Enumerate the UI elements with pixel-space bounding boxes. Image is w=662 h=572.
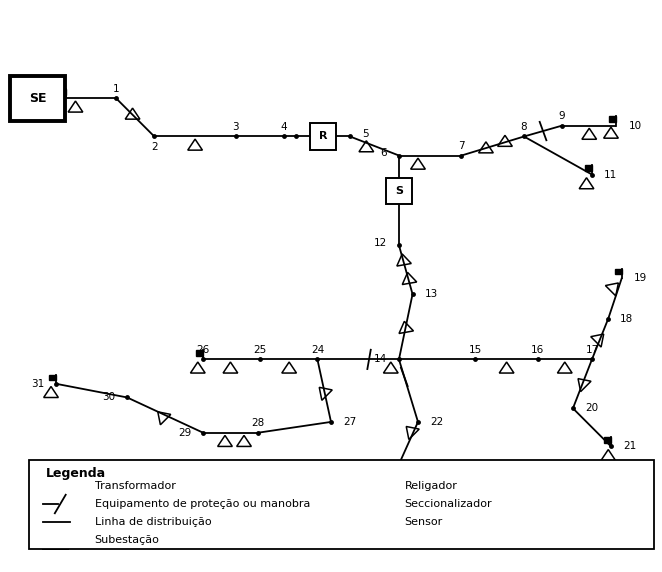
Text: 11: 11 — [604, 169, 617, 180]
Polygon shape — [585, 165, 592, 171]
Text: 19: 19 — [634, 273, 647, 283]
Bar — [369, 494, 391, 514]
Text: S: S — [376, 499, 384, 509]
Polygon shape — [196, 350, 203, 356]
Text: 21: 21 — [623, 442, 636, 451]
Bar — [386, 178, 412, 204]
Text: 28: 28 — [251, 418, 264, 428]
Text: 29: 29 — [178, 428, 191, 438]
Text: Transformador: Transformador — [95, 481, 175, 491]
Bar — [43, 530, 67, 550]
Text: 22: 22 — [430, 417, 443, 427]
Bar — [310, 124, 336, 149]
Text: Legenda: Legenda — [46, 467, 106, 480]
Text: S: S — [395, 186, 403, 196]
Text: 1: 1 — [113, 84, 120, 94]
Polygon shape — [615, 269, 622, 274]
Text: 26: 26 — [197, 344, 210, 355]
Text: 12: 12 — [374, 237, 387, 248]
Text: 30: 30 — [102, 392, 115, 403]
Text: 2: 2 — [151, 142, 158, 152]
Polygon shape — [49, 375, 56, 380]
Text: Sensor: Sensor — [404, 517, 443, 527]
Text: Linha de distribuição: Linha de distribuição — [95, 517, 211, 527]
Bar — [369, 476, 391, 496]
Polygon shape — [58, 89, 66, 95]
Text: 6: 6 — [381, 148, 387, 158]
Text: 17: 17 — [585, 344, 598, 355]
Text: Equipamento de proteção ou manobra: Equipamento de proteção ou manobra — [95, 499, 310, 509]
Text: SE: SE — [47, 535, 63, 545]
Polygon shape — [387, 467, 393, 472]
Text: 13: 13 — [424, 289, 438, 299]
Text: 23: 23 — [368, 471, 381, 481]
Text: 27: 27 — [343, 417, 356, 427]
Text: 31: 31 — [31, 379, 44, 389]
Text: 7: 7 — [458, 141, 465, 151]
Text: 18: 18 — [620, 313, 634, 324]
Text: 8: 8 — [521, 122, 528, 132]
Text: 20: 20 — [585, 403, 598, 414]
Text: Subestação: Subestação — [95, 535, 160, 545]
Text: R: R — [375, 481, 384, 491]
Polygon shape — [369, 518, 375, 523]
Polygon shape — [604, 437, 611, 443]
Text: 14: 14 — [374, 355, 387, 364]
Text: 25: 25 — [254, 344, 267, 355]
Text: 5: 5 — [362, 129, 369, 139]
Text: 24: 24 — [310, 344, 324, 355]
Text: 15: 15 — [469, 344, 482, 355]
Text: 9: 9 — [559, 111, 565, 121]
Text: 10: 10 — [628, 121, 641, 130]
Text: SE: SE — [28, 92, 46, 105]
Polygon shape — [609, 117, 616, 122]
Text: Seccionalizador: Seccionalizador — [404, 499, 492, 509]
Text: Religador: Religador — [404, 481, 457, 491]
Text: R: R — [318, 132, 327, 141]
Bar — [10, 76, 65, 121]
Text: 3: 3 — [232, 122, 239, 132]
Text: 4: 4 — [281, 122, 287, 132]
Text: 16: 16 — [531, 344, 544, 355]
Bar — [29, 460, 655, 549]
